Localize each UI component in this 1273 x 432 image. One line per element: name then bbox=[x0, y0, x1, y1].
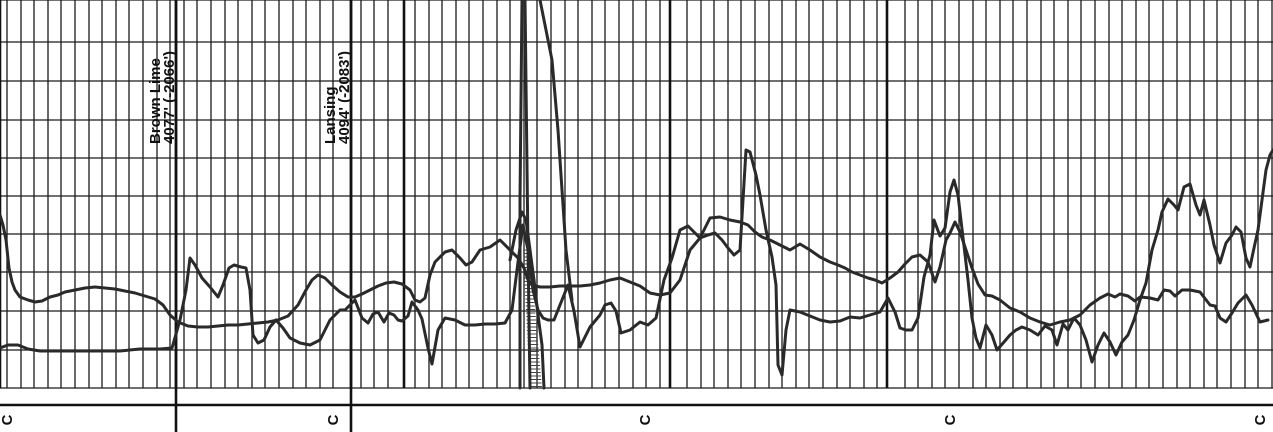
grid bbox=[0, 0, 1273, 389]
scale-tick-label: C bbox=[637, 414, 654, 425]
scale-tick-label: C bbox=[1252, 414, 1269, 425]
scale-tick-label: C bbox=[0, 414, 16, 425]
log-series-2 bbox=[508, 210, 546, 390]
log-traces bbox=[0, 0, 1273, 390]
log-series-0 bbox=[0, 213, 1270, 329]
marker-name: Brown Lime bbox=[147, 58, 164, 144]
marker-depth: 4094' (-2083') bbox=[336, 51, 353, 144]
scale-tick-label: C bbox=[942, 414, 959, 425]
scale-tick-label: C bbox=[325, 414, 342, 425]
log-series-1 bbox=[0, 148, 1273, 377]
marker-depth: 4077' (-2066') bbox=[161, 51, 178, 144]
spike-trace bbox=[518, 0, 574, 390]
marker-name: Lansing bbox=[322, 86, 339, 144]
